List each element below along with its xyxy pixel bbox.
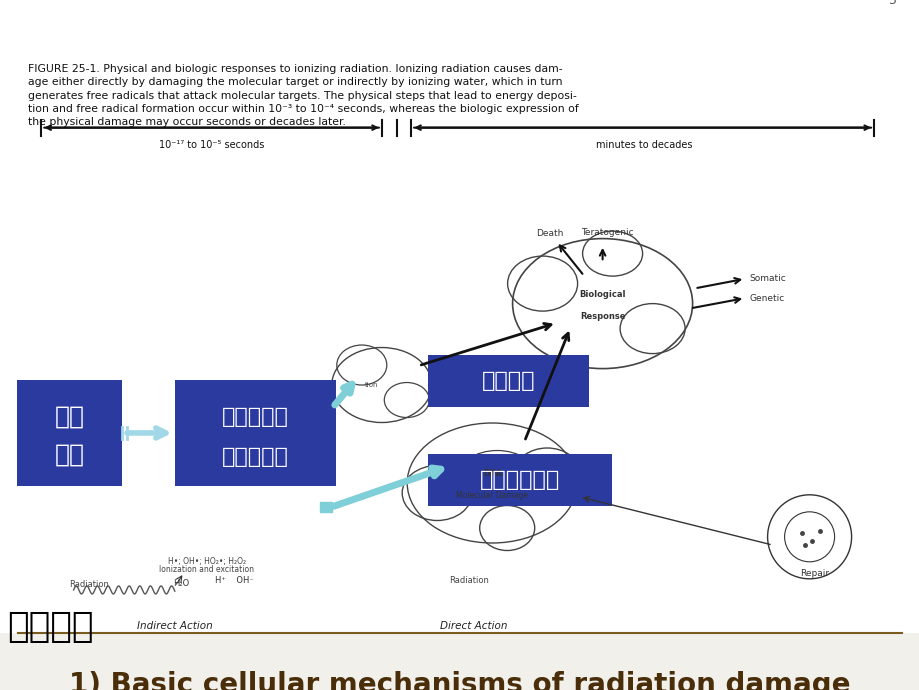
Text: H•; OH•; HO₂•; H₂O₂: H•; OH•; HO₂•; H₂O₂	[168, 557, 245, 566]
Text: Repair: Repair	[799, 569, 828, 578]
Text: Death: Death	[536, 229, 563, 238]
Text: 化学键断裂: 化学键断裂	[221, 407, 289, 427]
Text: H₂O: H₂O	[173, 579, 189, 588]
Text: Direct Action: Direct Action	[439, 621, 507, 631]
Text: Somatic: Somatic	[749, 274, 786, 284]
Text: Biological: Biological	[579, 290, 625, 299]
Text: 5: 5	[888, 0, 896, 7]
FancyBboxPatch shape	[427, 355, 588, 407]
FancyBboxPatch shape	[427, 454, 611, 506]
Text: Radiation: Radiation	[448, 576, 489, 585]
Text: 10⁻¹⁷ to 10⁻⁵ seconds: 10⁻¹⁷ to 10⁻⁵ seconds	[159, 139, 264, 150]
FancyBboxPatch shape	[175, 380, 335, 486]
Bar	[0, 633, 919, 690]
Text: Response: Response	[579, 312, 625, 321]
Text: 1) Basic cellular mechanisms of radiation damage: 1) Basic cellular mechanisms of radiatio…	[69, 671, 850, 690]
Bar	[320, 502, 332, 512]
Text: 修复正常: 修复正常	[481, 371, 535, 391]
Text: minutes to decades: minutes to decades	[596, 139, 691, 150]
Text: DNA: DNA	[482, 469, 501, 478]
Text: 自由基形成: 自由基形成	[221, 446, 289, 466]
Text: FIGURE 25-1. Physical and biologic responses to ionizing radiation. Ionizing rad: FIGURE 25-1. Physical and biologic respo…	[28, 64, 578, 127]
Text: H⁺    OH⁻: H⁺ OH⁻	[215, 576, 254, 585]
Text: 激发: 激发	[54, 405, 85, 429]
FancyBboxPatch shape	[17, 380, 122, 486]
Text: tion: tion	[365, 382, 378, 388]
Text: 化学阶段: 化学阶段	[7, 610, 94, 644]
Text: Molecular Damage: Molecular Damage	[456, 491, 528, 500]
Text: 电离: 电离	[54, 442, 85, 466]
Text: Radiation: Radiation	[69, 580, 108, 589]
Text: Genetic: Genetic	[749, 293, 784, 303]
Text: 分子结构破坏: 分子结构破坏	[479, 470, 560, 490]
Text: Ionization and excitation: Ionization and excitation	[159, 565, 255, 574]
Text: Teratogenic: Teratogenic	[580, 228, 633, 237]
Bar	[322, 402, 334, 412]
Text: Indirect Action: Indirect Action	[137, 621, 212, 631]
